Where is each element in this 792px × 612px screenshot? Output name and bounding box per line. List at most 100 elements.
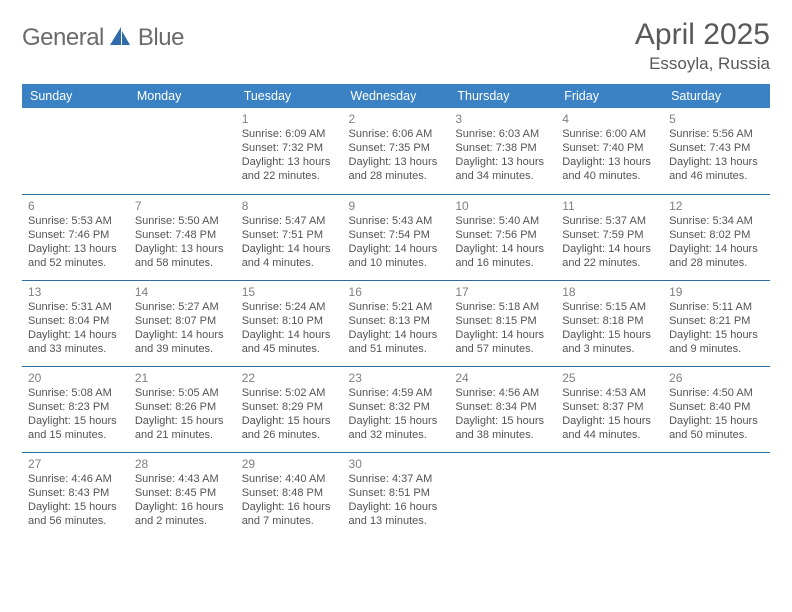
sunrise-line: Sunrise: 5:18 AM (455, 300, 550, 314)
daylight-line: Daylight: 15 hours and 3 minutes. (562, 328, 657, 356)
day-number: 26 (669, 371, 764, 385)
calendar-cell: 17Sunrise: 5:18 AMSunset: 8:15 PMDayligh… (449, 280, 556, 366)
calendar-cell: 23Sunrise: 4:59 AMSunset: 8:32 PMDayligh… (343, 366, 450, 452)
sunset-line: Sunset: 7:46 PM (28, 228, 123, 242)
calendar-cell: 18Sunrise: 5:15 AMSunset: 8:18 PMDayligh… (556, 280, 663, 366)
calendar-cell: 27Sunrise: 4:46 AMSunset: 8:43 PMDayligh… (22, 452, 129, 538)
sunset-line: Sunset: 8:45 PM (135, 486, 230, 500)
sunrise-line: Sunrise: 5:27 AM (135, 300, 230, 314)
calendar-page: General Blue April 2025 Essoyla, Russia … (0, 0, 792, 548)
day-number: 8 (242, 199, 337, 213)
sunrise-line: Sunrise: 5:50 AM (135, 214, 230, 228)
sunset-line: Sunset: 8:43 PM (28, 486, 123, 500)
daylight-line: Daylight: 15 hours and 38 minutes. (455, 414, 550, 442)
sail-icon (108, 25, 134, 52)
brand-logo: General Blue (22, 24, 184, 52)
day-number: 25 (562, 371, 657, 385)
sunset-line: Sunset: 7:43 PM (669, 141, 764, 155)
sunset-line: Sunset: 8:23 PM (28, 400, 123, 414)
daylight-line: Daylight: 14 hours and 28 minutes. (669, 242, 764, 270)
day-number: 22 (242, 371, 337, 385)
sunrise-line: Sunrise: 6:06 AM (349, 127, 444, 141)
calendar-cell: 29Sunrise: 4:40 AMSunset: 8:48 PMDayligh… (236, 452, 343, 538)
daylight-line: Daylight: 14 hours and 33 minutes. (28, 328, 123, 356)
daylight-line: Daylight: 15 hours and 50 minutes. (669, 414, 764, 442)
day-number: 10 (455, 199, 550, 213)
sunset-line: Sunset: 7:40 PM (562, 141, 657, 155)
sunset-line: Sunset: 8:07 PM (135, 314, 230, 328)
sunset-line: Sunset: 8:51 PM (349, 486, 444, 500)
sunrise-line: Sunrise: 4:37 AM (349, 472, 444, 486)
sunset-line: Sunset: 8:21 PM (669, 314, 764, 328)
page-header: General Blue April 2025 Essoyla, Russia (22, 18, 770, 74)
daylight-line: Daylight: 14 hours and 4 minutes. (242, 242, 337, 270)
day-number: 1 (242, 112, 337, 126)
day-number: 13 (28, 285, 123, 299)
calendar-cell: 4Sunrise: 6:00 AMSunset: 7:40 PMDaylight… (556, 108, 663, 194)
daylight-line: Daylight: 14 hours and 45 minutes. (242, 328, 337, 356)
month-title: April 2025 (635, 18, 770, 52)
sunset-line: Sunset: 7:56 PM (455, 228, 550, 242)
calendar-cell (129, 108, 236, 194)
daylight-line: Daylight: 15 hours and 32 minutes. (349, 414, 444, 442)
day-number: 12 (669, 199, 764, 213)
daylight-line: Daylight: 13 hours and 22 minutes. (242, 155, 337, 183)
sunrise-line: Sunrise: 5:43 AM (349, 214, 444, 228)
day-number: 6 (28, 199, 123, 213)
calendar-cell: 3Sunrise: 6:03 AMSunset: 7:38 PMDaylight… (449, 108, 556, 194)
sunset-line: Sunset: 8:48 PM (242, 486, 337, 500)
sunrise-line: Sunrise: 4:59 AM (349, 386, 444, 400)
day-number: 28 (135, 457, 230, 471)
sunrise-line: Sunrise: 4:46 AM (28, 472, 123, 486)
calendar-table: Sunday Monday Tuesday Wednesday Thursday… (22, 84, 770, 538)
day-number: 4 (562, 112, 657, 126)
day-number: 7 (135, 199, 230, 213)
sunrise-line: Sunrise: 5:08 AM (28, 386, 123, 400)
daylight-line: Daylight: 14 hours and 51 minutes. (349, 328, 444, 356)
day-number: 14 (135, 285, 230, 299)
daylight-line: Daylight: 16 hours and 13 minutes. (349, 500, 444, 528)
daylight-line: Daylight: 13 hours and 28 minutes. (349, 155, 444, 183)
calendar-cell: 5Sunrise: 5:56 AMSunset: 7:43 PMDaylight… (663, 108, 770, 194)
day-number: 18 (562, 285, 657, 299)
calendar-cell: 28Sunrise: 4:43 AMSunset: 8:45 PMDayligh… (129, 452, 236, 538)
daylight-line: Daylight: 14 hours and 16 minutes. (455, 242, 550, 270)
weekday-friday: Friday (556, 84, 663, 108)
calendar-cell: 10Sunrise: 5:40 AMSunset: 7:56 PMDayligh… (449, 194, 556, 280)
sunrise-line: Sunrise: 5:31 AM (28, 300, 123, 314)
calendar-cell: 21Sunrise: 5:05 AMSunset: 8:26 PMDayligh… (129, 366, 236, 452)
daylight-line: Daylight: 13 hours and 40 minutes. (562, 155, 657, 183)
sunset-line: Sunset: 8:32 PM (349, 400, 444, 414)
day-number: 9 (349, 199, 444, 213)
calendar-cell (449, 452, 556, 538)
daylight-line: Daylight: 13 hours and 52 minutes. (28, 242, 123, 270)
sunrise-line: Sunrise: 5:11 AM (669, 300, 764, 314)
daylight-line: Daylight: 14 hours and 10 minutes. (349, 242, 444, 270)
weekday-thursday: Thursday (449, 84, 556, 108)
daylight-line: Daylight: 15 hours and 15 minutes. (28, 414, 123, 442)
calendar-cell: 9Sunrise: 5:43 AMSunset: 7:54 PMDaylight… (343, 194, 450, 280)
sunset-line: Sunset: 8:10 PM (242, 314, 337, 328)
calendar-cell: 2Sunrise: 6:06 AMSunset: 7:35 PMDaylight… (343, 108, 450, 194)
sunrise-line: Sunrise: 4:53 AM (562, 386, 657, 400)
day-number: 5 (669, 112, 764, 126)
sunset-line: Sunset: 7:38 PM (455, 141, 550, 155)
sunrise-line: Sunrise: 4:40 AM (242, 472, 337, 486)
calendar-row: 27Sunrise: 4:46 AMSunset: 8:43 PMDayligh… (22, 452, 770, 538)
calendar-cell: 24Sunrise: 4:56 AMSunset: 8:34 PMDayligh… (449, 366, 556, 452)
location-label: Essoyla, Russia (635, 54, 770, 74)
weekday-header-row: Sunday Monday Tuesday Wednesday Thursday… (22, 84, 770, 108)
day-number: 15 (242, 285, 337, 299)
calendar-cell: 20Sunrise: 5:08 AMSunset: 8:23 PMDayligh… (22, 366, 129, 452)
sunrise-line: Sunrise: 5:34 AM (669, 214, 764, 228)
weekday-sunday: Sunday (22, 84, 129, 108)
sunrise-line: Sunrise: 5:21 AM (349, 300, 444, 314)
sunset-line: Sunset: 7:35 PM (349, 141, 444, 155)
calendar-cell: 11Sunrise: 5:37 AMSunset: 7:59 PMDayligh… (556, 194, 663, 280)
sunset-line: Sunset: 8:15 PM (455, 314, 550, 328)
sunrise-line: Sunrise: 5:40 AM (455, 214, 550, 228)
day-number: 23 (349, 371, 444, 385)
sunset-line: Sunset: 7:51 PM (242, 228, 337, 242)
sunset-line: Sunset: 8:37 PM (562, 400, 657, 414)
sunrise-line: Sunrise: 5:05 AM (135, 386, 230, 400)
